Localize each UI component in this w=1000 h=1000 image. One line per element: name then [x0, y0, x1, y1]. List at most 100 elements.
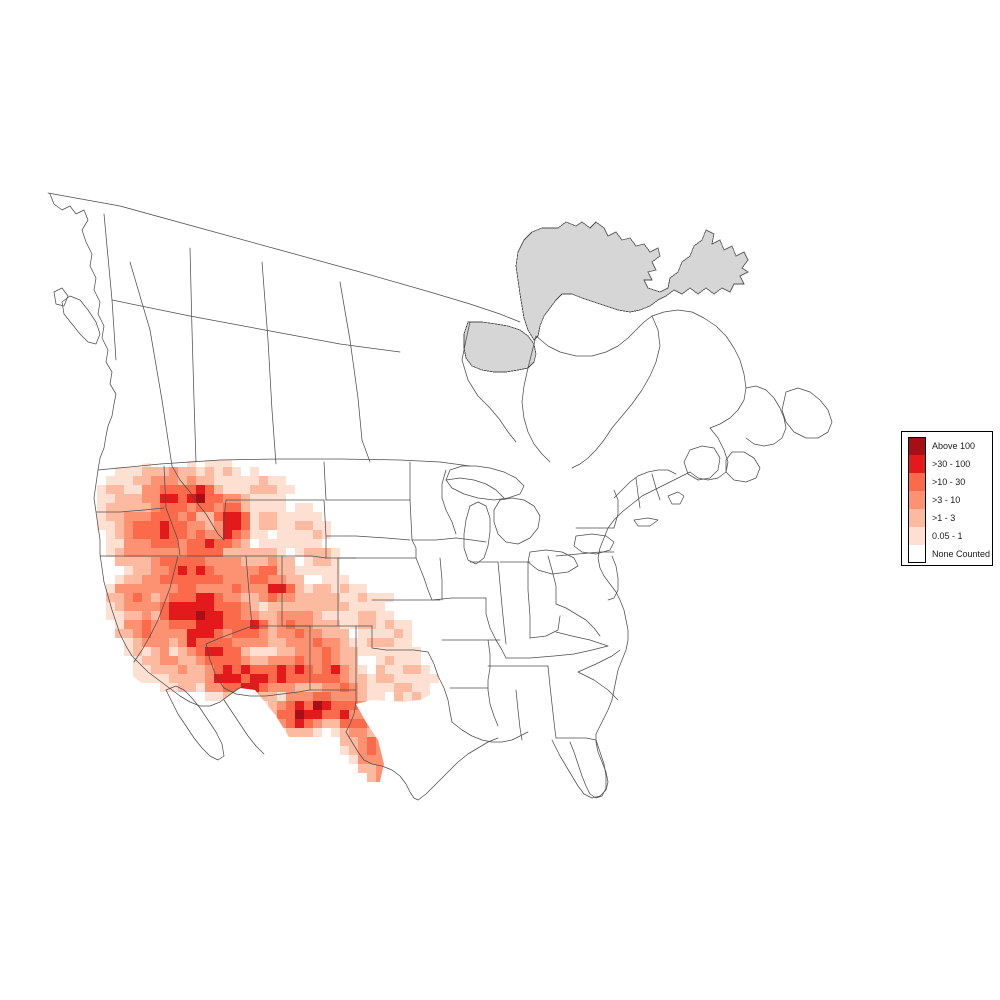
- border-tx-la-east: [437, 675, 453, 723]
- legend-swatch-10-30: [908, 473, 926, 491]
- density-cell: [376, 764, 385, 773]
- density-cell: [304, 512, 313, 521]
- density-cell: [259, 539, 268, 548]
- density-cell: [304, 683, 313, 692]
- density-cell: [304, 701, 313, 710]
- density-cell: [142, 460, 151, 467]
- density-cell: [322, 701, 331, 710]
- density-cell: [250, 467, 259, 476]
- density-cell: [142, 548, 151, 557]
- density-cell: [313, 566, 322, 575]
- density-cell: [403, 647, 412, 656]
- density-cell: [160, 494, 169, 503]
- legend-row[interactable]: >30 - 100: [908, 455, 988, 473]
- density-cell: [313, 629, 322, 638]
- border-quebec-north-coast: [651, 309, 747, 429]
- density-cell: [142, 521, 151, 530]
- density-cell: [205, 575, 214, 584]
- density-cell: [313, 728, 322, 737]
- density-cell: [295, 593, 304, 602]
- density-cell: [385, 629, 394, 638]
- density-cell: [331, 593, 340, 602]
- density-cell: [124, 584, 133, 593]
- density-cell: [214, 476, 223, 485]
- density-cell: [394, 683, 403, 692]
- legend-row[interactable]: >3 - 10: [908, 491, 988, 509]
- density-cell: [376, 656, 385, 665]
- density-cell: [286, 656, 295, 665]
- border-nv-ca: [133, 555, 179, 663]
- density-cell: [295, 683, 304, 692]
- density-cell: [340, 728, 349, 737]
- density-cell: [205, 647, 214, 656]
- density-cell: [340, 674, 349, 683]
- density-cell: [349, 701, 358, 710]
- density-cell: [151, 647, 160, 656]
- density-cell: [277, 602, 286, 611]
- density-cell: [277, 647, 286, 656]
- density-cell: [304, 629, 313, 638]
- density-cell: [295, 656, 304, 665]
- density-cell: [205, 602, 214, 611]
- density-cell: [322, 647, 331, 656]
- density-cell: [241, 566, 250, 575]
- density-cell: [214, 503, 223, 512]
- density-cell: [394, 692, 403, 701]
- density-cell: [232, 647, 241, 656]
- density-cell: [277, 638, 286, 647]
- density-cell: [286, 512, 295, 521]
- density-cell: [259, 530, 268, 539]
- density-cell: [214, 575, 223, 584]
- density-cell: [403, 692, 412, 701]
- border-ny-vt-nh-me: [613, 469, 677, 499]
- density-cell: [133, 575, 142, 584]
- density-cell: [277, 683, 286, 692]
- density-cell: [187, 683, 196, 692]
- density-cell: [214, 557, 223, 566]
- density-cell: [151, 584, 160, 593]
- density-cell: [178, 683, 187, 692]
- legend-row[interactable]: None Counted: [908, 545, 990, 563]
- density-cell: [403, 683, 412, 692]
- density-cell: [340, 638, 349, 647]
- density-cell: [151, 485, 160, 494]
- density-cell: [331, 638, 340, 647]
- border-lake-michigan: [463, 501, 491, 565]
- density-cell: [169, 494, 178, 503]
- density-cell: [187, 611, 196, 620]
- border-or-id: [165, 507, 181, 557]
- legend-row[interactable]: >1 - 3: [908, 509, 988, 527]
- density-cell: [178, 656, 187, 665]
- density-cell: [277, 710, 286, 719]
- legend-row[interactable]: >10 - 30: [908, 473, 988, 491]
- density-cell: [340, 620, 349, 629]
- legend-row[interactable]: Above 100: [908, 437, 988, 455]
- density-cell: [340, 746, 349, 755]
- density-cell: [250, 494, 259, 503]
- density-cell: [232, 476, 241, 485]
- density-cell: [304, 593, 313, 602]
- density-cell: [178, 485, 187, 494]
- density-cell: [214, 692, 223, 701]
- density-cell: [340, 719, 349, 728]
- density-cell: [367, 620, 376, 629]
- density-cell: [331, 602, 340, 611]
- density-cell: [241, 548, 250, 557]
- density-cell: [205, 683, 214, 692]
- density-cell: [115, 584, 124, 593]
- density-cell: [385, 611, 394, 620]
- density-cell: [124, 575, 133, 584]
- density-cell: [124, 629, 133, 638]
- density-cell: [133, 485, 142, 494]
- density-cell: [205, 503, 214, 512]
- legend-row[interactable]: 0.05 - 1: [908, 527, 988, 545]
- density-cell: [115, 530, 124, 539]
- density-cell: [133, 593, 142, 602]
- density-cell: [232, 557, 241, 566]
- density-cell: [142, 512, 151, 521]
- density-cell: [367, 674, 376, 683]
- density-cell: [214, 467, 223, 476]
- density-cell: [340, 710, 349, 719]
- density-cell: [115, 611, 124, 620]
- density-cell: [277, 575, 286, 584]
